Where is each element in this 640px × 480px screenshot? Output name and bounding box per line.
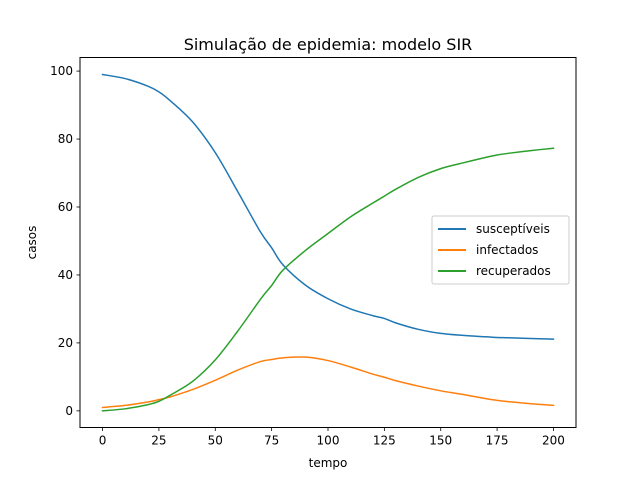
y-tick-label: 60 xyxy=(58,200,73,214)
x-tick-label: 100 xyxy=(317,434,340,448)
x-tick-label: 200 xyxy=(542,434,565,448)
x-tick-label: 125 xyxy=(373,434,396,448)
x-tick-label: 0 xyxy=(99,434,107,448)
x-tick-label: 75 xyxy=(264,434,279,448)
legend-label-recuperados: recuperados xyxy=(476,264,551,278)
chart-title: Simulação de epidemia: modelo SIR xyxy=(184,35,473,54)
y-tick-label: 100 xyxy=(50,64,73,78)
x-tick-label: 150 xyxy=(429,434,452,448)
y-tick-label: 40 xyxy=(58,268,73,282)
y-axis-label: casos xyxy=(25,226,39,260)
x-axis-ticks: 0 25 50 75 100 125 150 175 200 xyxy=(99,427,565,448)
legend-label-infectados: infectados xyxy=(476,243,538,257)
legend: susceptíveis infectados recuperados xyxy=(431,215,570,285)
x-tick-label: 25 xyxy=(151,434,166,448)
plot-area xyxy=(101,73,555,412)
legend-label-susceptiveis: susceptíveis xyxy=(476,222,550,236)
series-line-1 xyxy=(101,73,555,340)
y-tick-label: 0 xyxy=(65,404,73,418)
x-tick-label: 175 xyxy=(486,434,509,448)
y-axis-ticks: 0 20 40 60 80 100 xyxy=(50,64,80,418)
series-line-2 xyxy=(101,356,555,409)
y-tick-label: 80 xyxy=(58,132,73,146)
y-tick-label: 20 xyxy=(58,336,73,350)
series-line-3 xyxy=(101,147,555,412)
x-tick-label: 50 xyxy=(208,434,223,448)
x-axis-label: tempo xyxy=(309,456,348,470)
series-lines xyxy=(101,73,555,412)
legend-box xyxy=(431,215,570,285)
